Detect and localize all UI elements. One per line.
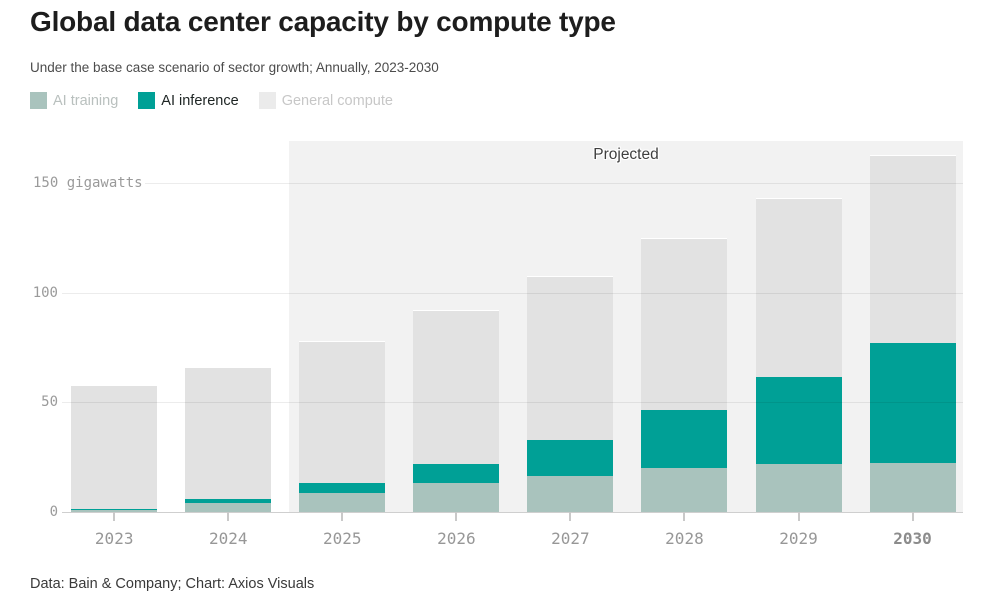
x-axis-label: 2026 (437, 529, 476, 548)
legend-label: AI training (53, 92, 119, 109)
legend-item-ai-training: AI training (30, 92, 118, 109)
bar-segment-general-compute (527, 276, 614, 440)
x-axis-tick (113, 512, 116, 521)
bar-segment-ai-training (299, 492, 386, 512)
bar-segment-general-compute (299, 340, 386, 484)
ai-training-swatch-icon (30, 92, 47, 109)
bar-segment-ai-training (641, 467, 728, 512)
bar-segment-ai-training (71, 508, 158, 512)
bar-segment-general-compute (413, 310, 500, 464)
gridline-100 (62, 292, 963, 294)
bar-segment-ai-training (185, 502, 272, 512)
x-axis-label: 2023 (94, 529, 134, 548)
legend-label: General compute (281, 92, 393, 109)
bar-segment-ai-inference (413, 462, 500, 484)
y-axis-label: 150 gigawatts (33, 175, 143, 192)
bar-segment-general-compute (755, 198, 842, 378)
x-axis-tick (455, 512, 458, 521)
chart-title: Global data center capacity by compute t… (30, 6, 616, 37)
gridline-150 (145, 183, 963, 185)
x-axis-label: 2029 (779, 529, 818, 548)
x-axis-label: 2024 (208, 529, 248, 548)
bar-segment-general-compute (641, 237, 728, 410)
bar-segment-general-compute (71, 384, 158, 509)
y-axis-label: 0 (49, 504, 58, 520)
general-compute-swatch-icon (258, 92, 276, 109)
legend-item-general-compute: General compute (258, 92, 393, 109)
bar-segment-general-compute (869, 154, 956, 344)
bar-segment-ai-training (755, 462, 842, 512)
x-axis-line (62, 511, 963, 513)
legend-item-ai-inference: AI inference (138, 92, 239, 109)
x-axis-label: 2030 (893, 529, 932, 548)
y-axis-label: 50 (41, 394, 58, 411)
x-axis-tick (341, 512, 344, 521)
projected-region: Projected (289, 141, 963, 512)
bar-segment-ai-training (413, 482, 500, 512)
y-axis-label: 100 (32, 284, 58, 301)
x-axis-tick (911, 512, 914, 521)
bar-segment-ai-training (869, 461, 956, 512)
bar-segment-ai-inference (869, 342, 956, 463)
bar-segment-ai-inference (641, 408, 728, 469)
bar-segment-ai-inference (299, 482, 386, 494)
x-axis-tick (683, 512, 686, 521)
ai-inference-swatch-icon (138, 92, 156, 109)
gridline-50 (62, 402, 963, 404)
x-axis-tick (227, 512, 230, 521)
bar-segment-ai-inference (527, 438, 614, 476)
bar-segment-general-compute (185, 367, 272, 499)
x-axis-label: 2028 (665, 529, 704, 548)
projected-label: Projected (593, 146, 659, 163)
chart-subtitle: Under the base case scenario of sector g… (30, 60, 439, 75)
legend: AI training AI inference General compute (30, 92, 413, 109)
legend-label: AI inference (161, 92, 239, 109)
source-credit: Data: Bain & Company; Chart: Axios Visua… (30, 576, 315, 592)
x-axis-tick (569, 512, 572, 521)
x-axis-tick (797, 512, 800, 521)
x-axis-label: 2027 (551, 529, 590, 548)
bar-segment-ai-inference (755, 376, 842, 464)
bar-segment-ai-training (527, 474, 614, 512)
x-axis-label: 2025 (323, 529, 362, 548)
